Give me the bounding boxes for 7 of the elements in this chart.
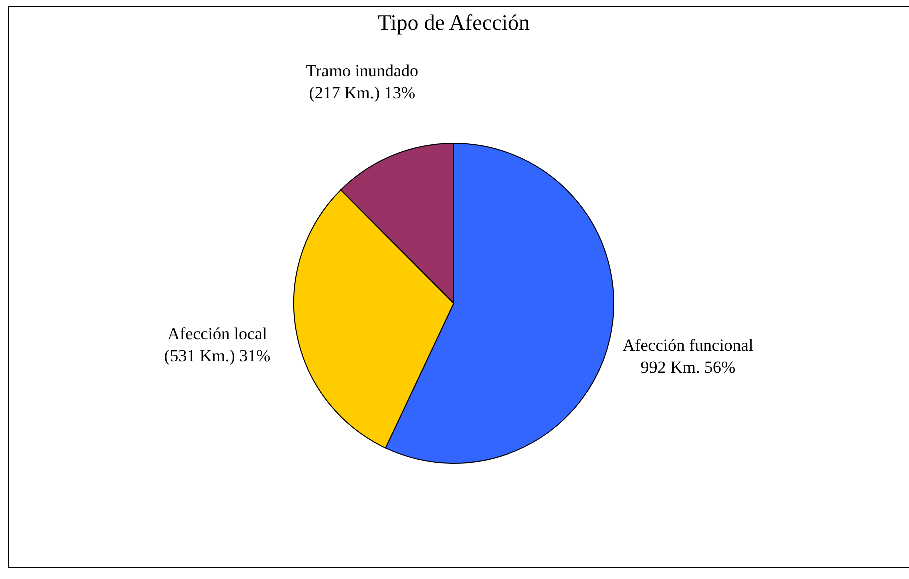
data-label: (217 Km.) 13%: [309, 84, 416, 103]
chart-title: Tipo de Afección: [378, 10, 530, 35]
data-label: (531 Km.) 31%: [164, 346, 271, 366]
data-label: 992 Km. 56%: [640, 358, 736, 377]
slice-label: Tramo inundado: [306, 62, 418, 81]
slice-label: Afección local: [168, 324, 268, 344]
slice-label: Afección funcional: [622, 336, 754, 355]
